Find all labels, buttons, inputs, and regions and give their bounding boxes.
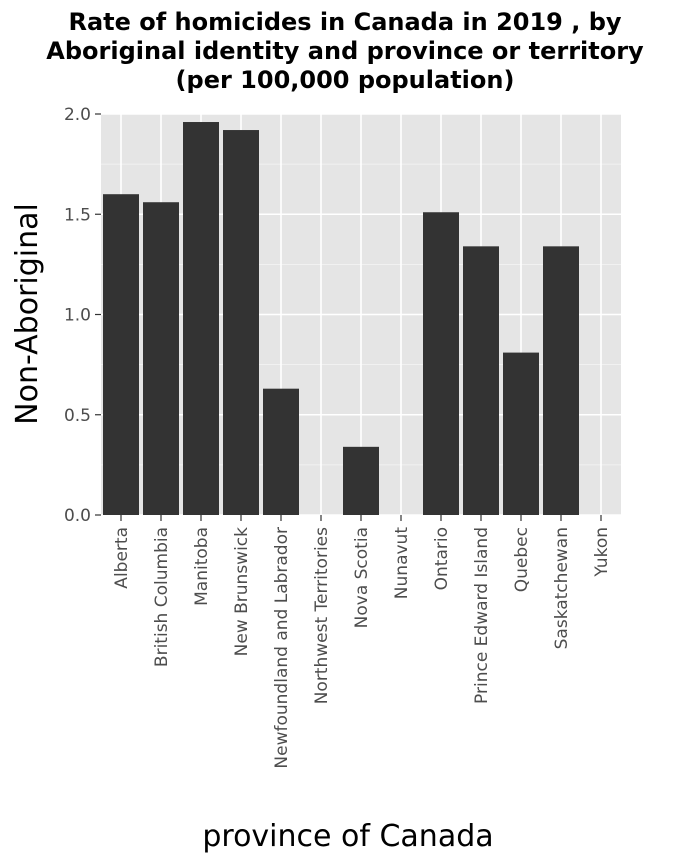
bar	[543, 246, 579, 515]
x-axis-title: province of Canada	[202, 819, 493, 854]
y-tick-label: 2.0	[64, 105, 91, 125]
x-tick-label: Prince Edward Island	[472, 527, 492, 704]
bar	[183, 122, 219, 516]
chart-title: Rate of homicides in Canada in 2019 , by…	[46, 8, 644, 94]
x-tick-label: Nova Scotia	[352, 527, 372, 628]
bar	[423, 212, 459, 515]
y-tick-label: 0.0	[64, 506, 91, 526]
bar	[143, 202, 179, 515]
x-tick-label: Nunavut	[392, 527, 412, 600]
y-tick-label: 1.5	[64, 205, 91, 225]
y-tick-label: 0.5	[64, 406, 91, 426]
y-axis: 0.0 0.5 1.0 1.5 2.0	[64, 105, 101, 526]
bar	[503, 352, 539, 515]
chart-title-line-3: (per 100,000 population)	[176, 66, 515, 94]
x-tick-label: Saskatchewan	[552, 527, 572, 649]
chart-title-line-2: Aboriginal identity and province or terr…	[46, 37, 644, 65]
x-tick-label: Quebec	[512, 527, 532, 592]
y-axis-title: Non-Aboriginal	[10, 203, 45, 425]
chart-title-line-1: Rate of homicides in Canada in 2019 , by	[68, 8, 621, 36]
x-tick-label: Ontario	[432, 527, 452, 590]
y-tick-label: 1.0	[64, 306, 91, 326]
bar	[463, 246, 499, 515]
x-tick-label: Yukon	[592, 527, 612, 578]
bar	[343, 446, 379, 515]
x-tick-label: Manitoba	[192, 527, 212, 606]
x-axis: Alberta British Columbia Manitoba New Bruns…	[112, 515, 612, 769]
bar	[223, 130, 259, 516]
x-tick-label: Alberta	[112, 527, 132, 589]
bar	[103, 194, 139, 515]
x-tick-label: Northwest Territories	[312, 527, 332, 704]
x-tick-label: New Brunswick	[232, 527, 252, 657]
bars	[103, 122, 579, 516]
x-tick-label: Newfoundland and Labrador	[272, 527, 292, 769]
bar	[263, 388, 299, 515]
x-tick-label: British Columbia	[152, 527, 172, 667]
